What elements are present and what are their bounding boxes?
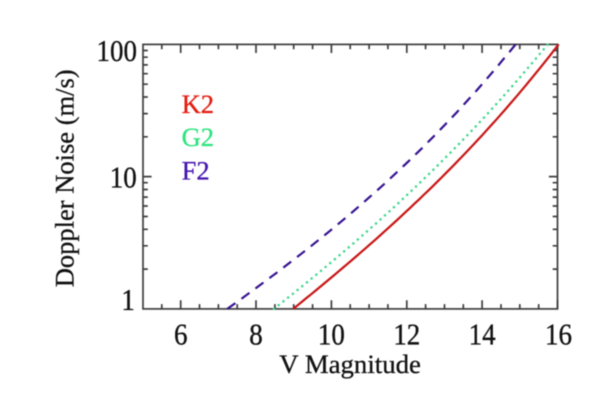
- svg-text:10: 10: [318, 318, 345, 352]
- svg-text:1: 1: [121, 284, 134, 318]
- svg-text:14: 14: [469, 318, 496, 352]
- svg-text:K2: K2: [182, 89, 214, 119]
- svg-text:12: 12: [393, 318, 420, 352]
- svg-text:F2: F2: [182, 155, 210, 185]
- svg-text:16: 16: [545, 318, 572, 352]
- svg-text:100: 100: [97, 35, 137, 69]
- svg-text:G2: G2: [182, 122, 214, 152]
- svg-text:Doppler Noise (m/s): Doppler Noise (m/s): [50, 69, 80, 287]
- svg-text:V Magnitude: V Magnitude: [279, 349, 421, 379]
- svg-text:6: 6: [174, 318, 187, 352]
- svg-text:10: 10: [110, 161, 137, 195]
- svg-text:8: 8: [249, 318, 262, 352]
